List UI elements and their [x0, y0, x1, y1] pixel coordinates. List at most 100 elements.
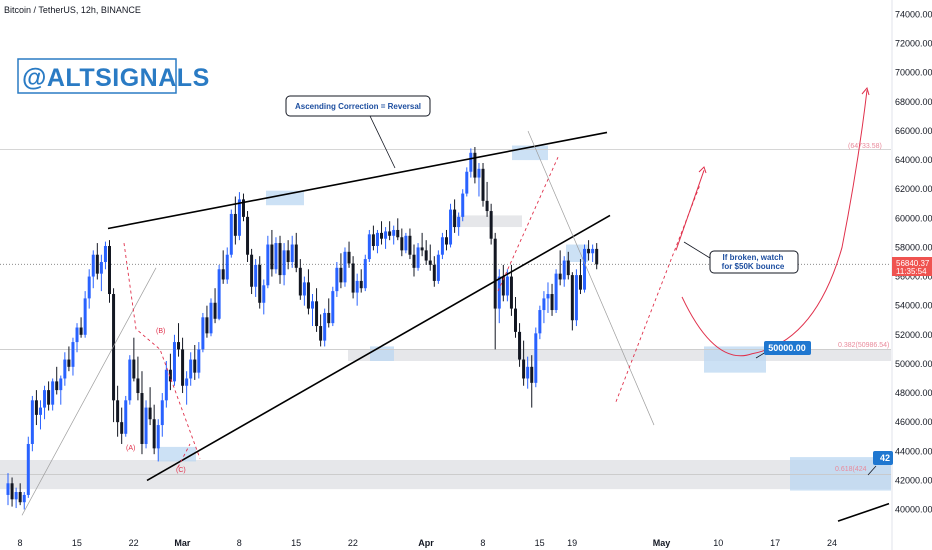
candle-body	[282, 250, 286, 276]
candle-body	[522, 359, 526, 379]
candle-body	[591, 248, 595, 254]
candle-body	[14, 492, 18, 500]
x-tick-label: 22	[129, 538, 139, 548]
candle-body	[485, 200, 489, 212]
candle-body	[262, 285, 266, 303]
candle-body	[132, 359, 136, 379]
fib-top-label: (64733.58)	[848, 143, 882, 150]
candle-body	[246, 216, 250, 255]
candle-body	[34, 400, 38, 415]
candle-body	[546, 294, 550, 299]
arrow-head	[698, 166, 707, 174]
candle-body	[193, 359, 197, 373]
candle-body	[530, 366, 534, 383]
y-tick-label: 42000.00	[895, 475, 932, 485]
candle-body	[120, 422, 124, 434]
y-tick-label: 66000.00	[895, 126, 932, 136]
upper-trendline	[107, 131, 608, 230]
highlight-box	[704, 346, 766, 373]
candle-body	[87, 276, 91, 299]
candle-body	[570, 275, 574, 321]
candle-body	[566, 260, 570, 276]
candle-body	[457, 216, 461, 228]
candle-body	[298, 267, 302, 296]
candle-body	[209, 302, 213, 334]
target-pointer	[867, 465, 877, 476]
candle-body	[47, 390, 51, 405]
y-tick-label: 68000.00	[895, 97, 932, 107]
x-tick-label: 8	[17, 538, 22, 548]
candle-body	[128, 359, 132, 401]
candle-body	[217, 269, 221, 319]
candles-layer	[6, 146, 599, 510]
candle-body	[140, 393, 144, 444]
candle-body	[229, 213, 233, 255]
candle-body	[465, 171, 469, 194]
arrow-head	[861, 86, 870, 96]
candle-body	[148, 407, 152, 420]
candle-body	[396, 229, 400, 238]
candle-body	[424, 250, 428, 261]
candle-body	[375, 232, 379, 246]
candle-body	[136, 378, 140, 394]
candle-body	[75, 327, 79, 343]
candle-body	[518, 331, 522, 360]
candle-body	[444, 237, 448, 245]
x-tick-label: 10	[713, 538, 723, 548]
candle-body	[172, 342, 176, 382]
candle-body	[30, 400, 34, 444]
candle-body	[108, 245, 111, 295]
y-tick-label: 44000.00	[895, 446, 932, 456]
candle-body	[250, 254, 254, 287]
candle-body	[144, 407, 148, 444]
candle-body	[168, 369, 172, 382]
chart-title: Bitcoin / TetherUS, 12h, BINANCE	[4, 5, 141, 15]
candle-body	[404, 235, 408, 251]
candle-body	[538, 310, 542, 334]
pattern-callout: Ascending Correction = Reversal	[285, 95, 431, 117]
candle-body	[367, 234, 371, 260]
projection-curve	[681, 90, 868, 357]
candle-body	[95, 254, 99, 274]
resistance-zone	[452, 215, 522, 228]
candle-body	[473, 152, 477, 178]
last-price-badge: 56840.37 11:35:54	[892, 257, 932, 276]
candle-body	[343, 251, 347, 283]
y-tick-label: 52000.00	[895, 330, 932, 340]
candle-body	[359, 280, 363, 289]
pattern-pointer	[369, 115, 396, 169]
x-tick-label: 15	[535, 538, 545, 548]
candle-body	[461, 193, 465, 217]
candle-body	[558, 273, 562, 280]
candle-body	[59, 378, 63, 391]
break-callout: If broken, watch for $50K bounce	[709, 250, 799, 274]
candle-body	[124, 400, 128, 434]
candle-body	[416, 247, 420, 268]
candle-body	[481, 168, 485, 201]
candle-body	[274, 243, 278, 270]
candle-body	[315, 301, 319, 327]
candle-body	[526, 366, 530, 379]
candle-body	[103, 245, 107, 262]
x-tick-label: Apr	[418, 538, 434, 548]
candle-body	[181, 349, 185, 386]
candle-body	[254, 264, 258, 287]
wave-c-label: (C)	[176, 467, 186, 474]
candle-body	[225, 254, 229, 280]
candle-body	[306, 282, 310, 309]
candle-body	[83, 298, 87, 335]
candle-body	[258, 264, 262, 303]
candle-body	[327, 312, 331, 324]
candle-body	[286, 250, 290, 262]
candle-body	[63, 359, 67, 379]
candle-body	[26, 443, 30, 495]
pattern-note: Ascending Correction = Reversal	[295, 102, 421, 111]
channel-line	[527, 130, 655, 426]
candle-body	[587, 248, 591, 254]
candle-body	[400, 237, 404, 251]
candle-body	[112, 294, 116, 401]
projection-trendline	[837, 502, 890, 522]
projection-arrow	[675, 170, 705, 251]
candle-body	[38, 407, 42, 415]
